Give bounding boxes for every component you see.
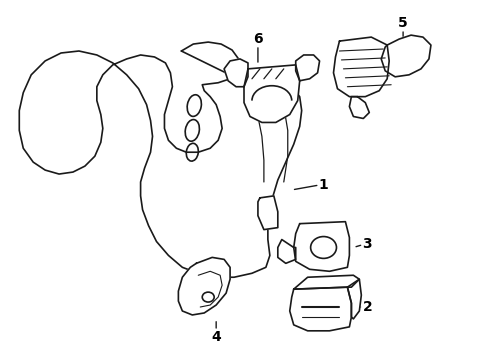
Text: 2: 2: [363, 300, 372, 314]
Text: 4: 4: [211, 330, 221, 344]
Polygon shape: [334, 37, 389, 96]
Polygon shape: [290, 287, 351, 331]
Polygon shape: [224, 59, 248, 87]
Polygon shape: [295, 55, 319, 81]
Polygon shape: [294, 222, 349, 271]
Polygon shape: [19, 42, 302, 277]
Polygon shape: [244, 65, 300, 122]
Polygon shape: [349, 96, 369, 118]
Polygon shape: [258, 196, 278, 230]
Polygon shape: [347, 279, 361, 319]
Text: 3: 3: [363, 238, 372, 252]
Polygon shape: [381, 35, 431, 77]
Text: 1: 1: [318, 178, 328, 192]
Text: 5: 5: [398, 16, 408, 30]
Polygon shape: [178, 257, 230, 315]
Polygon shape: [294, 275, 359, 289]
Polygon shape: [278, 239, 295, 264]
Text: 6: 6: [253, 32, 263, 46]
